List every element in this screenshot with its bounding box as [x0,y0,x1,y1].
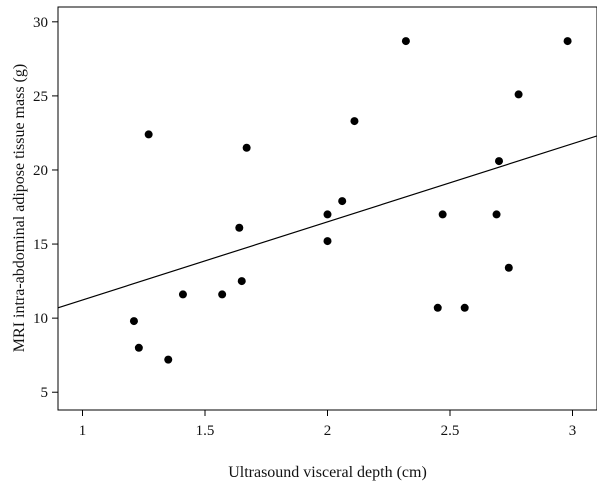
x-tick-label: 2 [324,423,332,439]
data-point [134,343,143,352]
x-axis-title: Ultrasound visceral depth (cm) [228,464,427,481]
data-point [323,210,332,219]
data-point [178,290,187,299]
y-axis-title: MRI intra-abdominal adipose tissue mass … [11,64,28,352]
data-point [514,90,523,99]
x-tick-label: 3 [569,423,577,439]
data-point [504,263,513,272]
data-point [129,317,138,326]
data-point [338,197,347,206]
data-point [235,223,244,232]
y-tick-label: 15 [33,237,48,253]
data-point [218,290,227,299]
y-tick-label: 5 [41,385,49,401]
x-axis: 1 1.5 2 2.5 3 [79,410,577,439]
data-point [495,157,503,166]
trend-line-group [57,135,597,309]
data-point [237,277,246,286]
x-tick-label: 1.5 [196,423,215,439]
trend-line [57,135,597,309]
y-tick-label: 30 [33,15,48,31]
x-tick-label: 2.5 [441,423,460,439]
x-tick-label: 1 [79,423,87,439]
data-point [460,303,469,312]
data-points [129,37,572,364]
data-point [164,355,173,364]
y-axis: 5 10 15 20 25 30 [33,15,58,401]
y-tick-label: 10 [33,311,48,327]
y-tick-label: 25 [33,89,48,105]
data-point [438,210,447,219]
data-point [323,237,332,246]
data-point [144,130,153,139]
data-point [492,210,501,219]
data-point [563,37,572,46]
data-point [433,303,442,312]
data-point [401,37,410,46]
data-point [242,143,251,152]
y-tick-label: 20 [33,163,48,179]
data-point [350,117,359,126]
